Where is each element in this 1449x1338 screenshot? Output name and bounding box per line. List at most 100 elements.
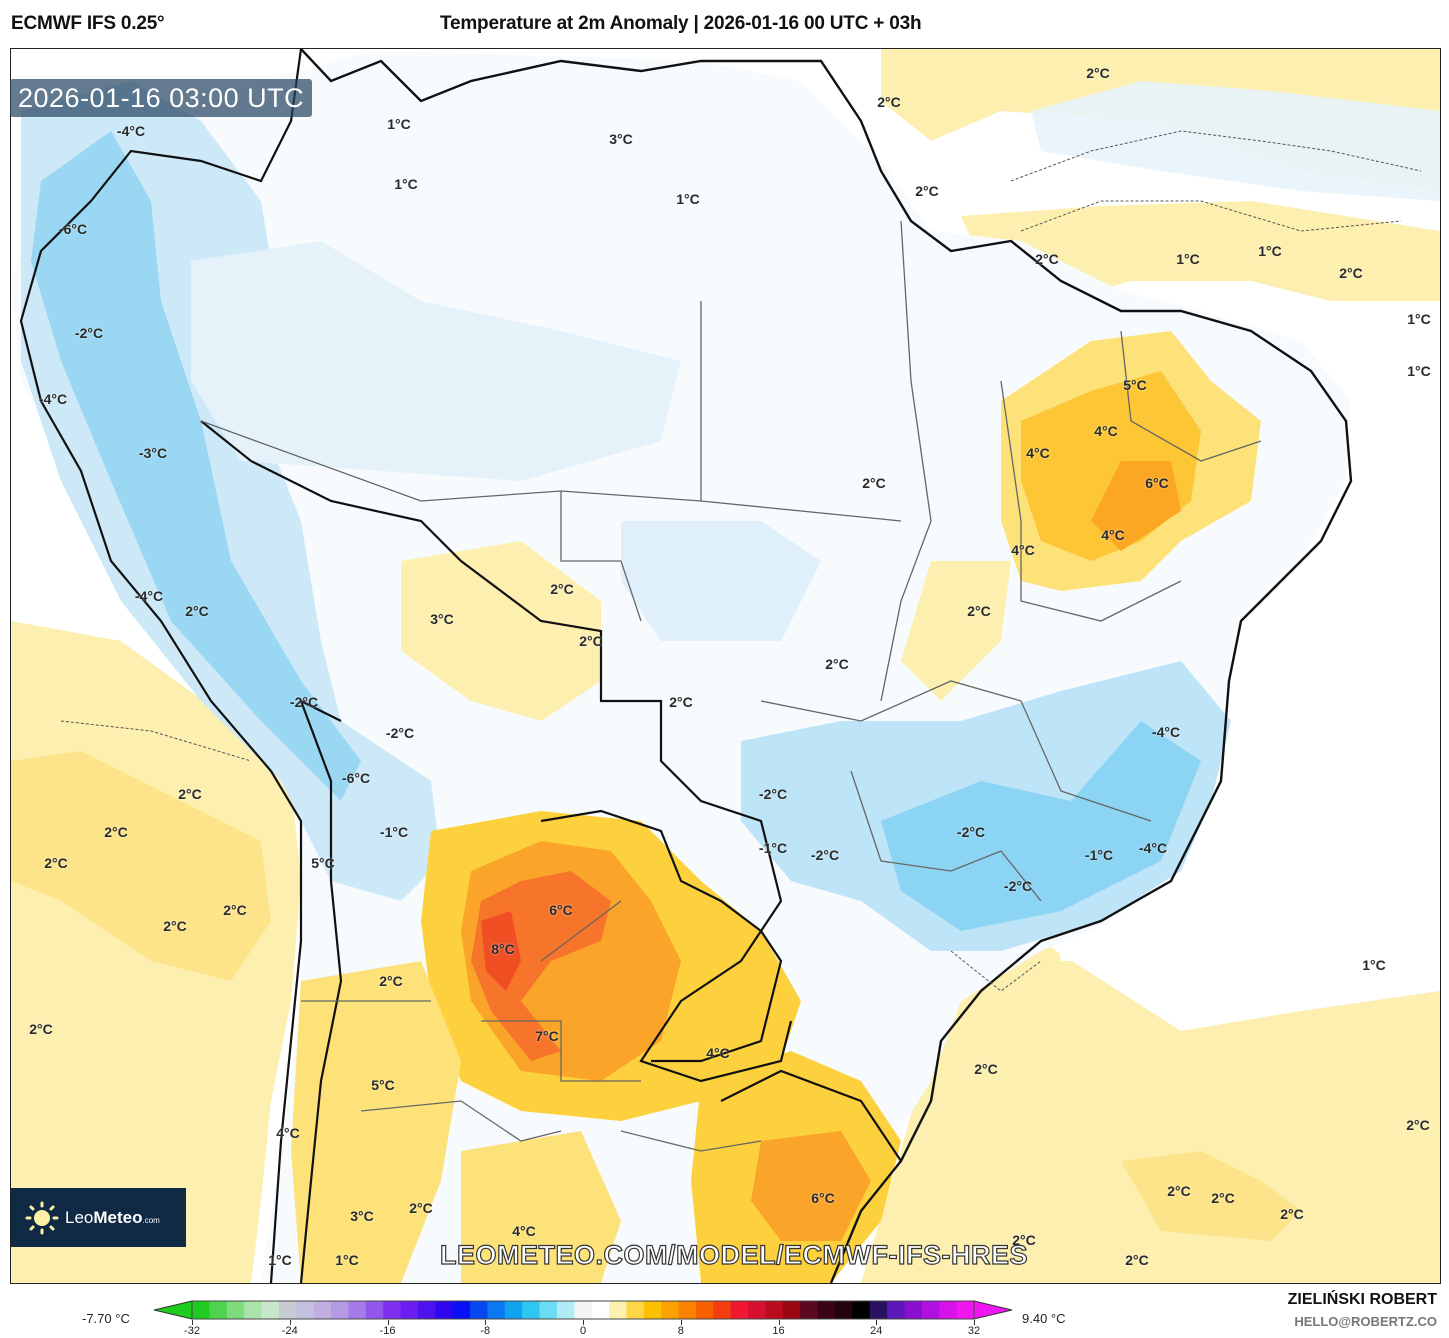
temperature-label: 4°C [512, 1223, 536, 1239]
temperature-label: 6°C [1145, 475, 1169, 491]
temperature-label: 4°C [1094, 423, 1118, 439]
colorbar-tick-label: 8 [677, 1325, 684, 1337]
colorbar-tick-mark [485, 1320, 487, 1325]
temperature-label: 2°C [877, 94, 901, 110]
author-email: HELLO@ROBERTZ.CO [1294, 1314, 1437, 1329]
temperature-label: 5°C [1123, 377, 1147, 393]
temperature-label: 2°C [1012, 1232, 1036, 1248]
colorbar-tick-mark [680, 1320, 682, 1325]
temperature-label: 2°C [974, 1061, 998, 1077]
colorbar-tick-label: 24 [870, 1325, 883, 1337]
temperature-label: 2°C [163, 918, 187, 934]
colorbar-tick-label: 0 [579, 1325, 587, 1337]
temperature-label: 2°C [1167, 1183, 1191, 1199]
temperature-label: 2°C [1211, 1190, 1235, 1206]
temperature-label: -4°C [38, 391, 68, 407]
temperature-label: 1°C [387, 116, 411, 132]
logo-text-suffix: .com [142, 1215, 160, 1225]
colorbar-max-label: 9.40 °C [1022, 1311, 1066, 1326]
logo-text-bold: Meteo [93, 1207, 143, 1227]
colorbar-tick-mark [289, 1320, 291, 1325]
temperature-label: 2°C [1035, 251, 1059, 267]
temperature-label: 1°C [394, 176, 418, 192]
temperature-label: -2°C [956, 824, 986, 840]
temperature-label: 3°C [430, 611, 454, 627]
valid-time-badge: 2026-01-16 03:00 UTC [10, 79, 313, 117]
temperature-label: -4°C [116, 123, 146, 139]
temperature-label: 2°C [104, 824, 128, 840]
temperature-label: 2°C [550, 581, 574, 597]
temperature-label: 2°C [29, 1021, 53, 1037]
temperature-label: -3°C [138, 445, 168, 461]
colorbar-tick-mark [583, 1320, 584, 1325]
temperature-label: 6°C [549, 902, 573, 918]
temperature-label: 1°C [676, 191, 700, 207]
temperature-label: 2°C [1339, 265, 1363, 281]
temperature-label: 4°C [1026, 445, 1050, 461]
temperature-label: 2°C [825, 656, 849, 672]
colorbar-tick-label: -32 [184, 1325, 200, 1337]
temperature-label: -2°C [385, 725, 415, 741]
temperature-label: 2°C [178, 786, 202, 802]
temperature-label: 2°C [579, 633, 603, 649]
temperature-label: 1°C [1407, 363, 1431, 379]
temperature-label: 2°C [409, 1200, 433, 1216]
temperature-label: 7°C [535, 1028, 559, 1044]
temperature-label: 3°C [609, 131, 633, 147]
temperature-label: 1°C [335, 1252, 359, 1268]
temperature-label: 6°C [811, 1190, 835, 1206]
colorbar-tick-label: 32 [967, 1325, 981, 1337]
temperature-label: 4°C [1011, 542, 1035, 558]
author-credit: ZIELIŃSKI ROBERT [1287, 1291, 1437, 1308]
colorbar-tick-mark [192, 1320, 193, 1325]
temperature-label: 2°C [967, 603, 991, 619]
colorbar-tick-label: 16 [772, 1325, 785, 1337]
temperature-label: 2°C [379, 973, 403, 989]
temperature-label: 2°C [1406, 1117, 1430, 1133]
temperature-label: 5°C [311, 855, 335, 871]
temperature-label: 2°C [862, 475, 886, 491]
colorbar-tick-label: -24 [281, 1325, 298, 1337]
model-name: ECMWF IFS 0.25° [11, 13, 165, 34]
temperature-label: 2°C [669, 694, 693, 710]
temperature-label: 1°C [1407, 311, 1431, 327]
colorbar-gradient [153, 1300, 1013, 1320]
temperature-label: 5°C [371, 1077, 395, 1093]
temperature-label: 2°C [1086, 65, 1110, 81]
colorbar-tick-mark [387, 1320, 389, 1325]
temperature-label: 2°C [223, 902, 247, 918]
temperature-label: 2°C [44, 855, 68, 871]
colorbar-tick-mark [876, 1320, 878, 1325]
leometeo-logo: LeoMeteo.com [11, 1188, 186, 1247]
temperature-label: 1°C [1258, 243, 1282, 259]
temperature-label: 2°C [1280, 1206, 1304, 1222]
temperature-label: 4°C [706, 1045, 730, 1061]
temperature-label: -2°C [1003, 878, 1033, 894]
source-watermark: LEOMETEO.COM/MODEL/ECMWF-IFS-HRES [439, 1239, 1028, 1270]
colorbar-tick-mark [778, 1320, 780, 1325]
temperature-label: 1°C [268, 1252, 292, 1268]
temperature-label: 4°C [276, 1125, 300, 1141]
temperature-label: 8°C [491, 941, 515, 957]
chart-title: Temperature at 2m Anomaly | 2026-01-16 0… [440, 13, 922, 34]
temperature-label: -1°C [758, 840, 788, 856]
temperature-label: -4°C [134, 588, 164, 604]
colorbar-min-label: -7.70 °C [82, 1311, 130, 1326]
temperature-label: -1°C [379, 824, 409, 840]
temperature-label: -2°C [289, 694, 319, 710]
anomaly-map-graphic [11, 49, 1440, 1283]
colorbar-tick-label: -8 [480, 1325, 491, 1337]
temperature-label: 4°C [1101, 527, 1125, 543]
temperature-label: 3°C [350, 1208, 374, 1224]
temperature-label: -4°C [1138, 840, 1168, 856]
temperature-label: -4°C [1151, 724, 1181, 740]
temperature-label: -6°C [341, 770, 371, 786]
temperature-label: 2°C [185, 603, 209, 619]
temperature-label: 2°C [915, 183, 939, 199]
colorbar [152, 1299, 1014, 1326]
temperature-label: 2°C [1125, 1252, 1149, 1268]
temperature-label: -1°C [1084, 847, 1114, 863]
temperature-label: -6°C [58, 221, 88, 237]
temperature-label: -2°C [810, 847, 840, 863]
sun-icon [25, 1201, 59, 1235]
